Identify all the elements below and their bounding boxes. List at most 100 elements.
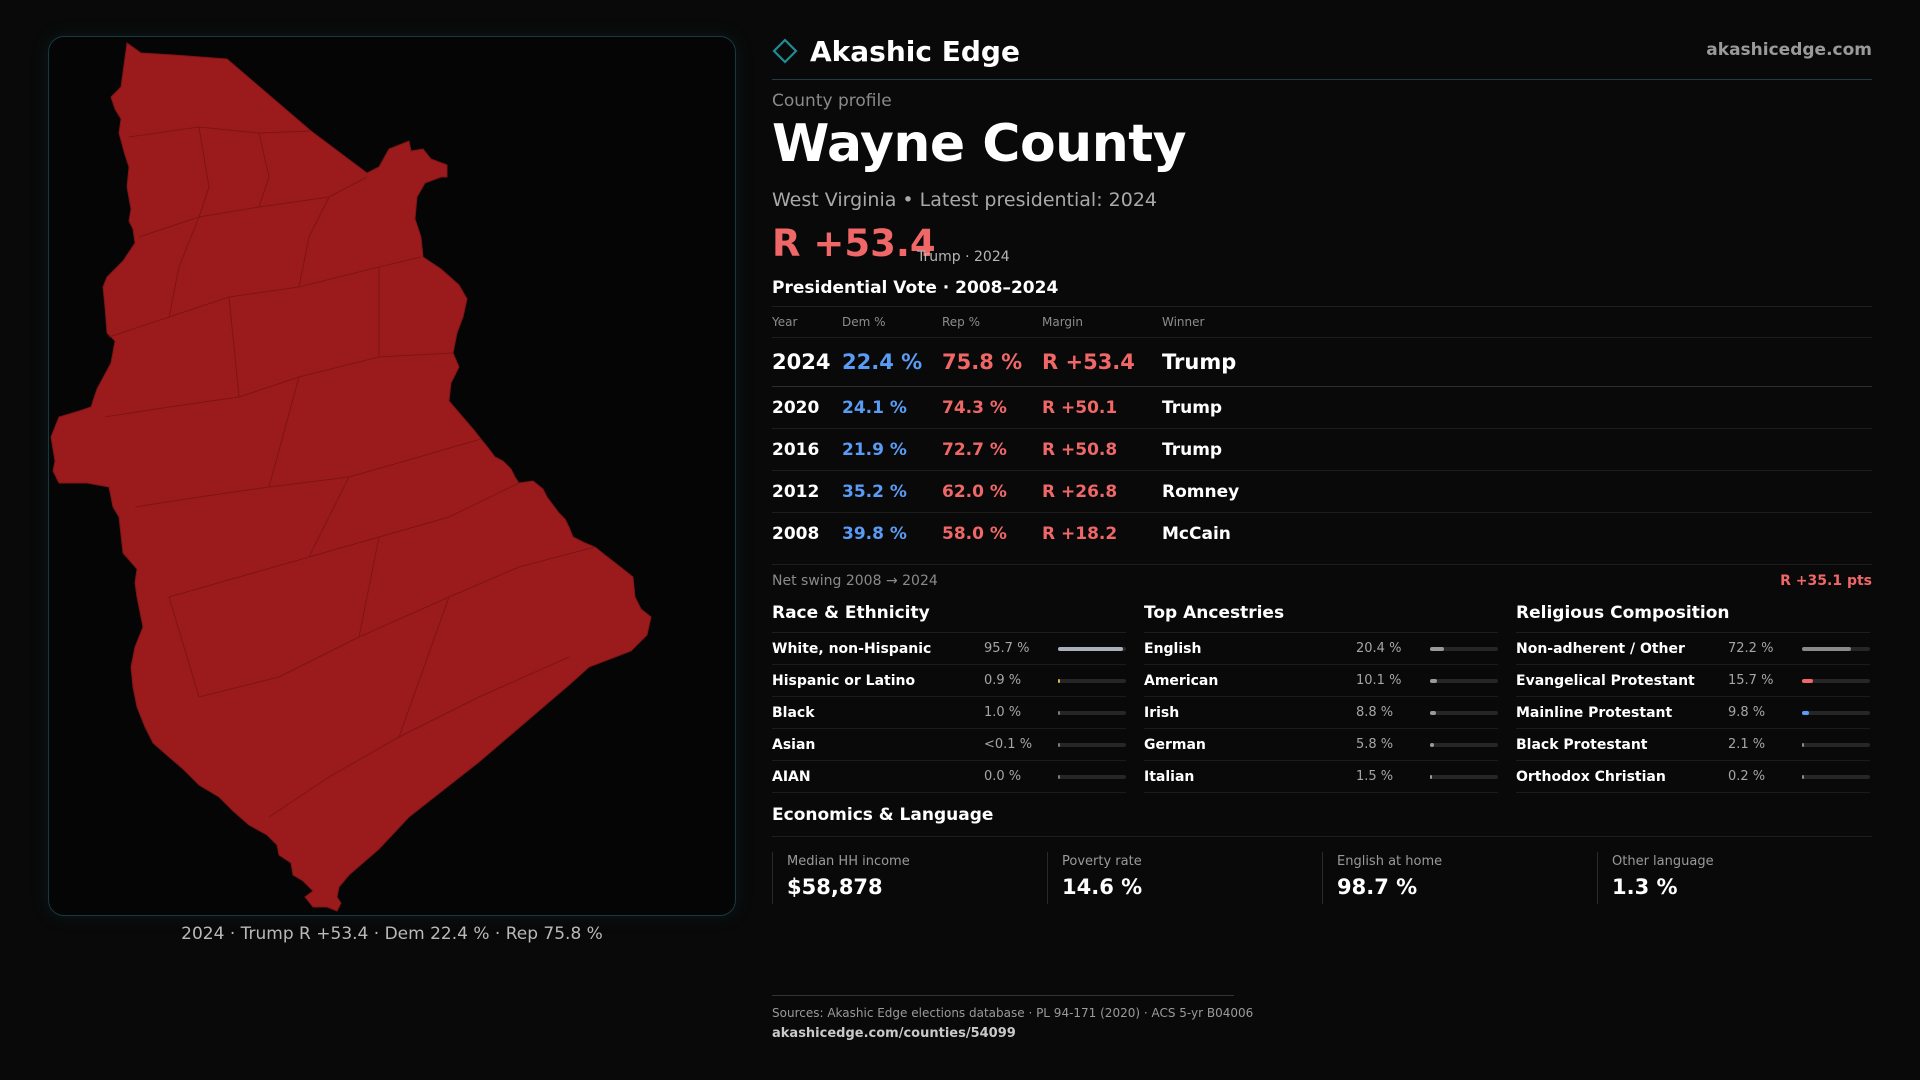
stat-card-poverty: Poverty rate 14.6 %: [1047, 852, 1322, 904]
stat-value: 98.7 %: [1337, 875, 1418, 899]
share-bar: [1430, 678, 1498, 683]
list-item: American 10.1 %: [1144, 665, 1498, 697]
share-bar-fill: [1430, 710, 1436, 715]
religion-value: 0.2 %: [1728, 769, 1766, 784]
stat-label: Median HH income: [787, 854, 910, 869]
list-item: English 20.4 %: [1144, 633, 1498, 665]
share-bar: [1802, 646, 1870, 651]
stat-value: $58,878: [787, 875, 883, 899]
row-dem: 35.2 %: [842, 481, 907, 502]
stat-card-other-language: Other language 1.3 %: [1597, 852, 1872, 904]
row-rep: 62.0 %: [942, 481, 1007, 502]
header-margin: Margin: [1042, 315, 1083, 329]
list-item: Orthodox Christian 0.2 %: [1516, 761, 1870, 793]
ancestry-value: 8.8 %: [1356, 705, 1394, 720]
map-caption: 2024 · Trump R +53.4 · Dem 22.4 % · Rep …: [181, 924, 603, 944]
page-title: Wayne County: [772, 114, 1186, 174]
share-bar-fill: [1802, 710, 1809, 715]
ancestry-label: German: [1144, 736, 1206, 753]
table-row[interactable]: 2016 21.9 % 72.7 % R +50.8 Trump: [772, 428, 1872, 470]
county-profile-panel: Akashic Edge akashicedge.com County prof…: [772, 0, 1872, 1080]
header-year: Year: [772, 315, 798, 329]
vote-table: Year Dem % Rep % Margin Winner 2024 22.4…: [772, 306, 1872, 554]
race-label: Asian: [772, 736, 816, 753]
county-shape[interactable]: [50, 42, 652, 912]
table-row[interactable]: 2012 35.2 % 62.0 % R +26.8 Romney: [772, 470, 1872, 512]
share-bar: [1058, 678, 1126, 683]
list-item: Italian 1.5 %: [1144, 761, 1498, 793]
row-rep: 75.8 %: [942, 350, 1023, 374]
table-row[interactable]: 2020 24.1 % 74.3 % R +50.1 Trump: [772, 387, 1872, 428]
share-bar: [1430, 742, 1498, 747]
row-year: 2020: [772, 397, 820, 418]
list-item: Black 1.0 %: [772, 697, 1126, 729]
table-row[interactable]: 2008 39.8 % 58.0 % R +18.2 McCain: [772, 512, 1872, 554]
row-margin: R +50.1: [1042, 397, 1118, 418]
county-map[interactable]: [49, 37, 735, 915]
county-map-panel[interactable]: [48, 36, 736, 916]
row-margin: R +26.8: [1042, 481, 1118, 502]
list-item: White, non-Hispanic 95.7 %: [772, 633, 1126, 665]
race-label: Black: [772, 704, 815, 721]
vote-section-title: Presidential Vote · 2008–2024: [772, 278, 1059, 298]
headline-margin-note: Trump · 2024: [917, 249, 1010, 265]
row-year: 2008: [772, 523, 820, 544]
footer-sources: Sources: Akashic Edge elections database…: [772, 1006, 1254, 1020]
stat-card-income: Median HH income $58,878: [772, 852, 1047, 904]
share-bar-fill: [1430, 678, 1437, 683]
list-item: Non-adherent / Other 72.2 %: [1516, 633, 1870, 665]
ancestry-section-title: Top Ancestries: [1144, 600, 1498, 633]
share-bar: [1058, 742, 1126, 747]
list-item: AIAN 0.0 %: [772, 761, 1126, 793]
row-dem: 21.9 %: [842, 439, 907, 460]
ancestries-section: Top Ancestries English 20.4 % American 1…: [1144, 600, 1498, 793]
row-rep: 74.3 %: [942, 397, 1007, 418]
share-bar: [1802, 710, 1870, 715]
table-row[interactable]: 2024 22.4 % 75.8 % R +53.4 Trump: [772, 337, 1872, 387]
row-dem: 22.4 %: [842, 350, 923, 374]
site-link[interactable]: akashicedge.com: [1706, 40, 1872, 60]
share-bar-fill: [1802, 646, 1852, 651]
ancestry-label: English: [1144, 640, 1202, 657]
economics-cards: Median HH income $58,878 Poverty rate 14…: [772, 852, 1872, 904]
share-bar: [1430, 774, 1498, 779]
share-bar: [1802, 678, 1870, 683]
religion-label: Orthodox Christian: [1516, 768, 1666, 785]
profile-eyebrow: County profile: [772, 91, 892, 111]
stat-value: 14.6 %: [1062, 875, 1143, 899]
ancestry-value: 10.1 %: [1356, 673, 1402, 688]
race-label: AIAN: [772, 768, 811, 785]
race-value: 95.7 %: [984, 641, 1030, 656]
state-subtitle: West Virginia • Latest presidential: 202…: [772, 189, 1157, 211]
row-margin: R +50.8: [1042, 439, 1118, 460]
vote-table-header: Year Dem % Rep % Margin Winner: [772, 307, 1872, 337]
share-bar: [1430, 710, 1498, 715]
row-winner: McCain: [1162, 523, 1231, 544]
list-item: German 5.8 %: [1144, 729, 1498, 761]
row-year: 2012: [772, 481, 820, 502]
vote-table-top-rule: [772, 306, 1872, 307]
footer-url[interactable]: akashicedge.com/counties/54099: [772, 1026, 1016, 1041]
row-rep: 58.0 %: [942, 523, 1007, 544]
religion-section-title: Religious Composition: [1516, 600, 1870, 633]
share-bar: [1058, 710, 1126, 715]
row-winner: Romney: [1162, 481, 1240, 502]
header-dem: Dem %: [842, 315, 886, 329]
ancestry-value: 1.5 %: [1356, 769, 1394, 784]
race-label: White, non-Hispanic: [772, 640, 932, 657]
stat-card-english: English at home 98.7 %: [1322, 852, 1597, 904]
brand[interactable]: Akashic Edge: [772, 34, 1020, 68]
precinct-borders: [104, 126, 596, 818]
list-item: Irish 8.8 %: [1144, 697, 1498, 729]
race-value: <0.1 %: [984, 737, 1033, 752]
race-value: 0.9 %: [984, 673, 1022, 688]
net-swing-row: Net swing 2008 → 2024 R +35.1 pts: [772, 564, 1872, 589]
religion-label: Mainline Protestant: [1516, 704, 1673, 721]
share-bar-fill: [1058, 774, 1060, 779]
share-bar-fill: [1430, 742, 1434, 747]
economics-divider: [772, 836, 1872, 837]
share-bar-fill: [1802, 774, 1804, 779]
share-bar: [1058, 646, 1126, 651]
row-dem: 39.8 %: [842, 523, 907, 544]
list-item: Black Protestant 2.1 %: [1516, 729, 1870, 761]
